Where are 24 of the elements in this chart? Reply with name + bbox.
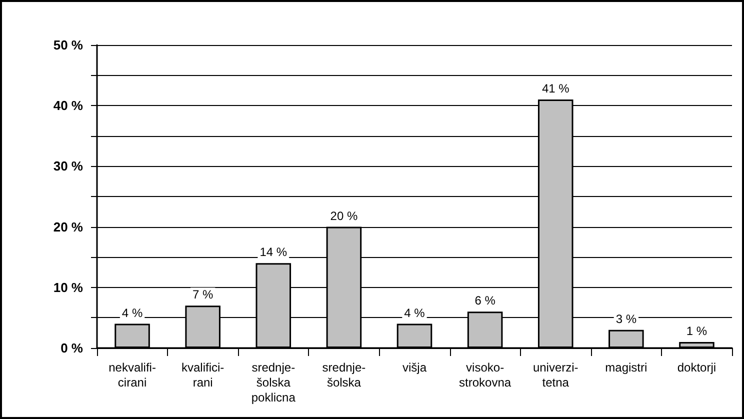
data-label: 3 % (616, 312, 637, 326)
x-tick-label: nekvalifi- cirani (108, 360, 156, 390)
x-tick-label: visoko- strokovna (459, 360, 512, 390)
x-tick-label: univerzi- tetna (532, 360, 578, 390)
x-tick-label: doktorji (677, 360, 716, 374)
y-tick-label: 20 % (53, 219, 84, 234)
data-label: 41 % (542, 82, 570, 96)
data-label: 4 % (404, 306, 426, 320)
data-label: 1 % (686, 324, 708, 338)
data-label: 4 % (122, 306, 143, 320)
data-label: 6 % (474, 294, 496, 308)
data-label: 7 % (192, 288, 214, 302)
y-tick-label: 10 % (53, 280, 84, 295)
y-tick-label: 0 % (60, 340, 84, 356)
x-tick-label: srednje- šolska (322, 360, 366, 390)
y-tick-label: 30 % (53, 158, 84, 174)
x-tick-label: magistri (605, 360, 648, 374)
x-tick-label: srednje- šolska poklicna (251, 360, 296, 404)
x-tick-label: kvalifici- rani (181, 360, 224, 390)
data-label: 20 % (330, 208, 358, 223)
x-tick-label: višja (402, 360, 427, 374)
y-tick-label: 40 % (53, 98, 84, 114)
y-tick-label: 50 % (53, 38, 84, 52)
data-label: 14 % (260, 245, 288, 260)
